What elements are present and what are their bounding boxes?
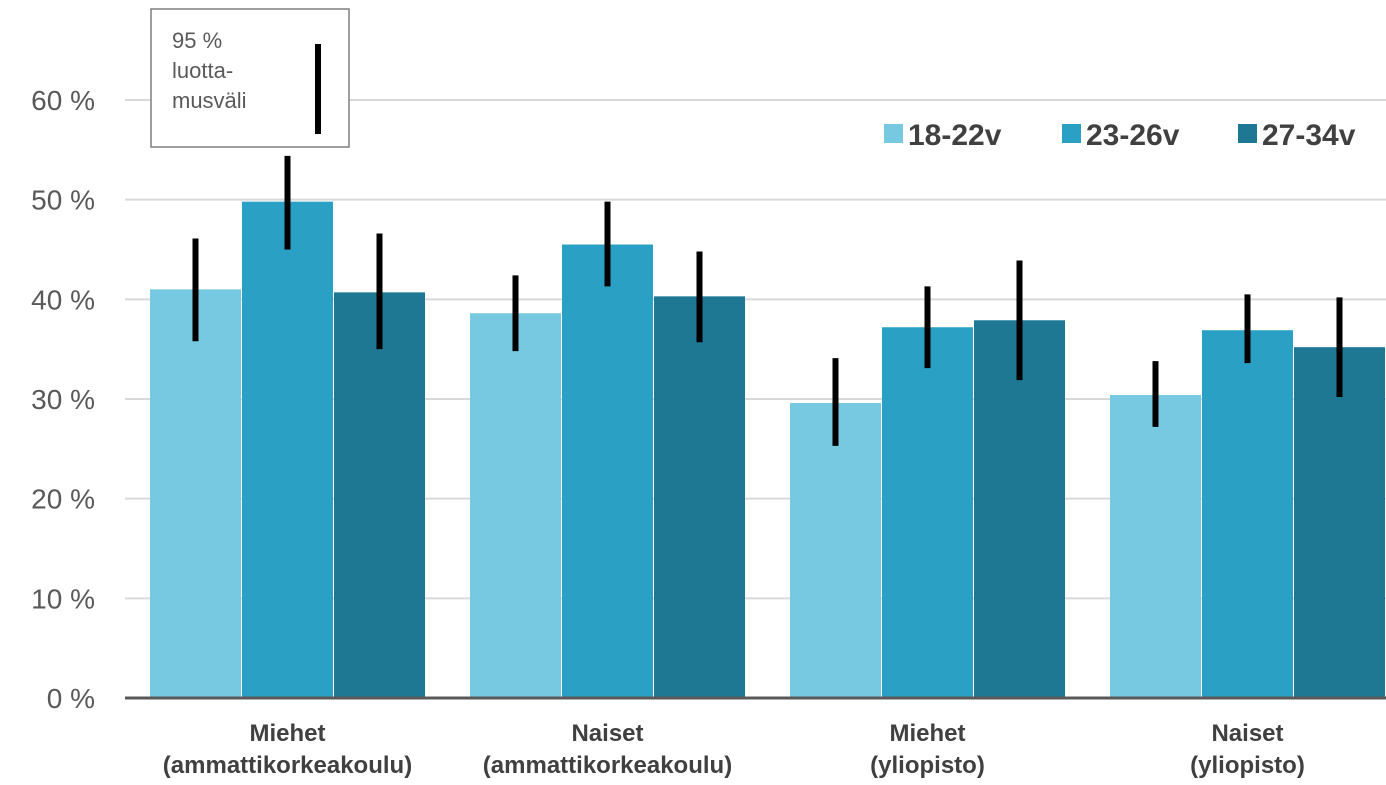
legend-label: 23-26v [1086, 119, 1180, 152]
x-category-label: Naiset [1211, 720, 1283, 747]
y-axis-tick-labels: 0 % 10 % 20 % 30 % 40 % 50 % 60 % [31, 85, 95, 714]
bar [562, 244, 653, 698]
confidence-interval-note: 95 % luotta-musväli [150, 8, 350, 148]
legend-swatch [1062, 124, 1081, 143]
bar [1202, 330, 1293, 698]
note-text: 95 % [172, 28, 222, 53]
legend-swatch [884, 124, 903, 143]
bar [1110, 395, 1201, 698]
y-tick-label: 20 % [31, 484, 95, 515]
y-tick-label: 0 % [47, 683, 95, 714]
legend-swatch [1238, 124, 1257, 143]
bar [470, 313, 561, 698]
x-category-label: (yliopisto) [1190, 752, 1305, 779]
legend: 18-22v 23-26v 27-34v [884, 119, 1356, 152]
bar [150, 289, 241, 698]
x-category-label: (yliopisto) [870, 752, 985, 779]
legend-label: 27-34v [1262, 119, 1356, 152]
bar [242, 201, 333, 698]
note-text: luotta- [172, 58, 233, 83]
legend-label: 18-22v [908, 119, 1002, 152]
bar [654, 296, 745, 698]
x-category-label: Miehet [249, 720, 325, 747]
bars [150, 201, 1385, 698]
error-bars [192, 155, 1343, 446]
y-tick-label: 60 % [31, 85, 95, 116]
bar [790, 402, 881, 698]
x-category-label: Naiset [571, 720, 643, 747]
y-tick-label: 10 % [31, 583, 95, 614]
bar [882, 327, 973, 698]
bar [1294, 347, 1385, 698]
x-category-label: (ammattikorkeakoulu) [163, 752, 412, 779]
y-tick-label: 30 % [31, 384, 95, 415]
note-text: musväli [172, 88, 247, 113]
x-axis-category-labels: Miehet (ammattikorkeakoulu) Naiset (ammatti… [163, 720, 1305, 779]
y-tick-label: 40 % [31, 284, 95, 315]
bar [974, 320, 1065, 698]
x-category-label: (ammattikorkeakoulu) [483, 752, 732, 779]
x-category-label: Miehet [889, 720, 965, 747]
bar [334, 292, 425, 698]
y-tick-label: 50 % [31, 185, 95, 216]
